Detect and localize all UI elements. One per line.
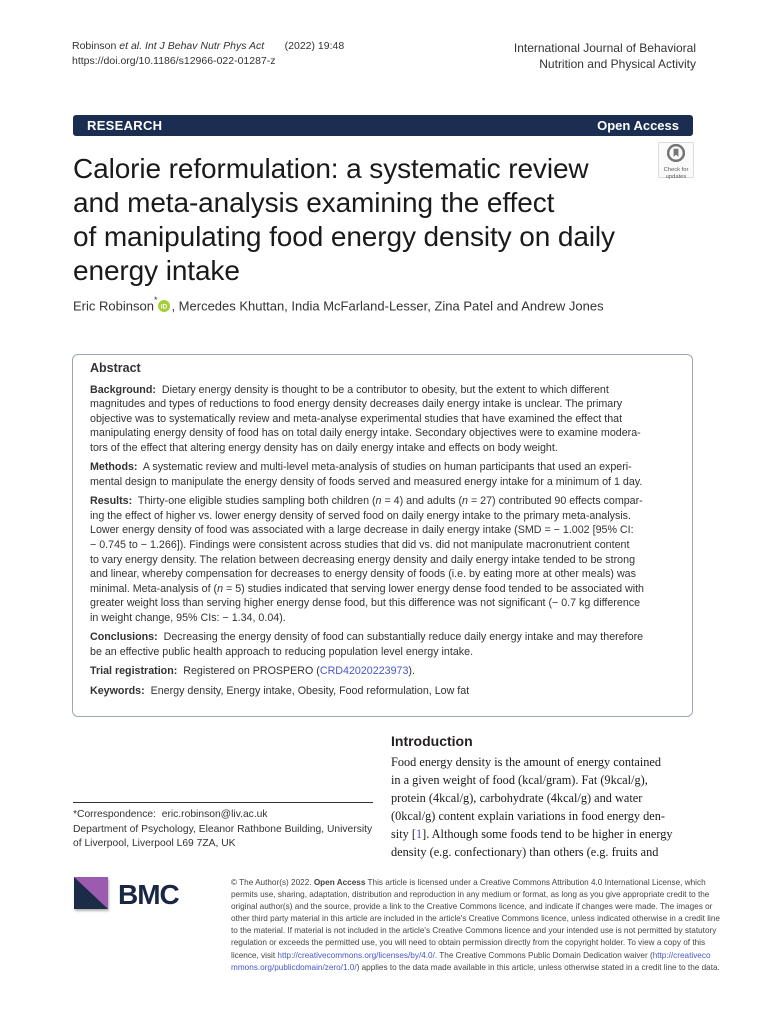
svg-text:iD: iD [161, 304, 168, 311]
